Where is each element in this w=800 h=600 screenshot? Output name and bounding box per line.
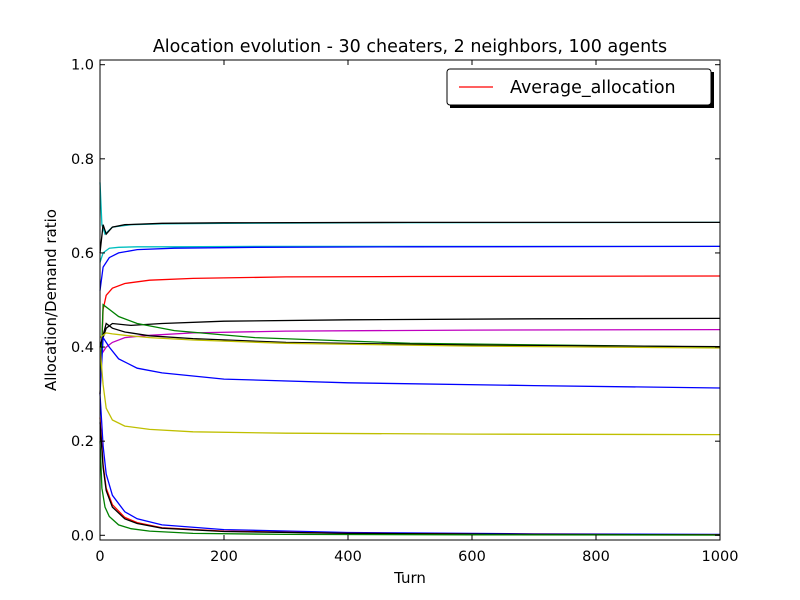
series-line-16: [99, 441, 721, 536]
legend: Average_allocation: [446, 68, 714, 108]
y-tick-label: 0.2: [71, 434, 94, 450]
x-tick-label: 1000: [702, 549, 739, 565]
y-tick-label: 0.4: [71, 340, 94, 356]
series-line-6: [99, 317, 721, 348]
y-axis-label: Allocation/Demand ratio: [42, 209, 60, 391]
y-tick-label: 0.6: [71, 246, 94, 262]
y-tick-label: 0.8: [71, 152, 94, 168]
x-axis-label: Turn: [393, 569, 426, 587]
x-tick-label: 200: [210, 549, 238, 565]
legend-label-average-allocation: Average_allocation: [510, 78, 676, 98]
series-line-1: [99, 275, 721, 395]
series-line-13: [99, 394, 721, 536]
y-tick-label: 1.0: [71, 58, 94, 74]
series-line-10: [99, 332, 721, 349]
x-tick-label: 600: [458, 549, 486, 565]
legend-box: [446, 68, 712, 106]
series-line-9: [99, 322, 721, 348]
series-line-3: [99, 221, 720, 253]
x-tick-label: 400: [334, 549, 362, 565]
x-tick-label: 0: [95, 549, 104, 565]
axis-ticks: 0 200 400 600 800 1000 0.0 0.2 0.4 0.6 0.8 1.0: [71, 58, 739, 565]
x-tick-label: 800: [582, 549, 610, 565]
series-line-8: [99, 303, 721, 395]
y-tick-label: 0.0: [71, 528, 94, 544]
plot-area: [99, 182, 721, 536]
series-line-15: [99, 422, 721, 536]
chart-title: Alocation evolution - 30 cheaters, 2 nei…: [153, 37, 667, 57]
series-line-5: [99, 245, 721, 291]
plot-frame: [99, 59, 721, 541]
series-line-11: [99, 335, 721, 395]
series-line-12: [99, 347, 721, 436]
